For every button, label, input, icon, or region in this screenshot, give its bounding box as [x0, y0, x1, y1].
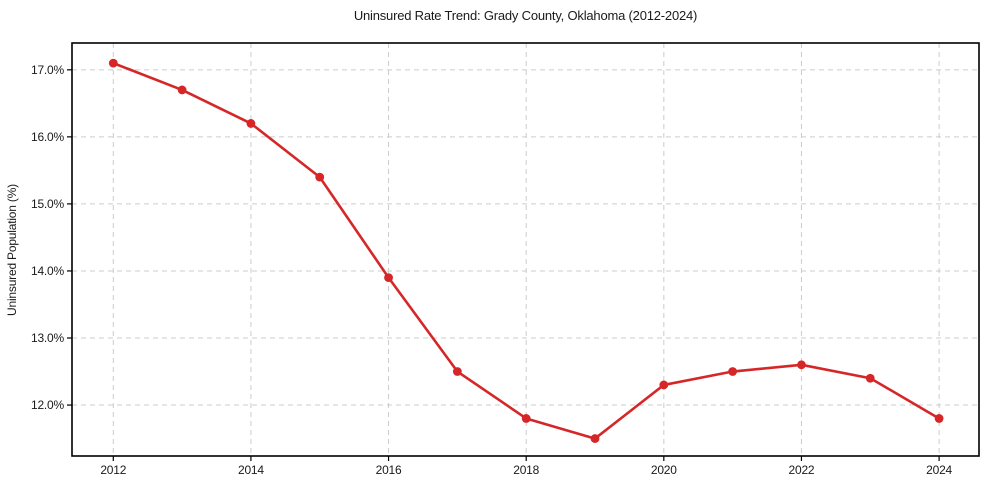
y-tick-label: 16.0% [31, 130, 65, 144]
data-point-marker [590, 434, 600, 443]
x-tick-label: 2020 [651, 463, 677, 477]
data-point-marker [108, 58, 118, 68]
y-tick-label: 17.0% [31, 63, 65, 77]
x-tick-label: 2012 [100, 463, 126, 477]
x-tick-label: 2018 [513, 463, 539, 477]
data-point-marker [452, 367, 462, 376]
y-tick-label: 12.0% [31, 398, 65, 412]
data-point-marker [797, 360, 806, 370]
chart-title: Uninsured Rate Trend: Grady County, Okla… [353, 8, 698, 23]
data-point-marker [177, 85, 187, 95]
x-tick-label: 2022 [789, 463, 815, 477]
x-tick-label: 2014 [238, 463, 264, 477]
data-point-marker [934, 414, 944, 423]
data-point-marker [246, 119, 256, 128]
data-point-marker [728, 367, 738, 376]
data-point-marker [521, 414, 531, 423]
y-tick-label: 13.0% [31, 331, 65, 345]
x-tick-label: 2016 [376, 463, 402, 477]
y-tick-label: 14.0% [31, 264, 65, 278]
data-point-marker [659, 380, 669, 390]
data-point-marker [315, 172, 325, 182]
data-point-marker [865, 373, 875, 383]
data-point-marker [384, 273, 393, 283]
plot-border [71, 42, 980, 457]
x-tick-label: 2024 [926, 463, 952, 477]
y-tick-label: 15.0% [31, 197, 65, 211]
